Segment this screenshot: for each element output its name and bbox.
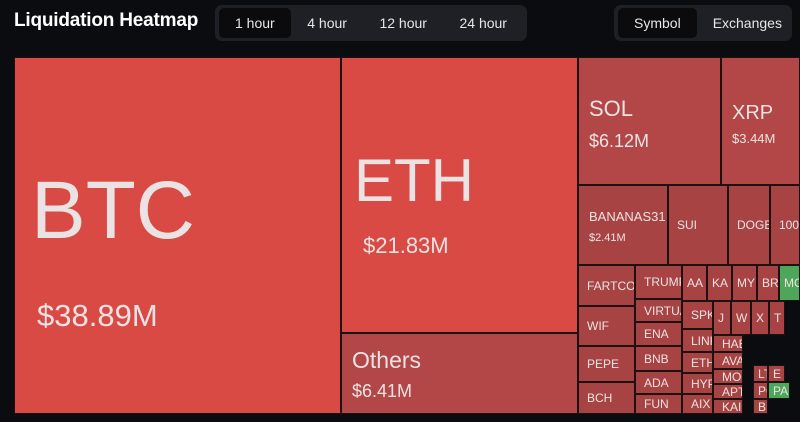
tile-symbol[interactable]: HYPE	[682, 373, 713, 394]
tile-symbol[interactable]: MO	[713, 369, 743, 384]
tile-symbol: Others	[352, 347, 422, 373]
tile-symbol[interactable]: WIF	[578, 306, 635, 346]
tile-symbol[interactable]: SPK	[682, 301, 713, 329]
tile-symbol: BTC	[31, 165, 195, 256]
tab[interactable]: 4 hour	[307, 15, 347, 31]
tile-symbol[interactable]: APT	[713, 384, 743, 399]
tile-symbol[interactable]: MO	[779, 265, 800, 301]
tile-symbol[interactable]: TRUMP	[635, 265, 682, 299]
tile-symbol[interactable]: BCH	[578, 382, 635, 414]
timeframe-tabs: 1 hour 4 hour 12 hour 24 hour	[215, 5, 527, 41]
heatmap: BTC $38.89M ETH $21.83M Others $6.41M SOL $6.12…	[14, 57, 800, 414]
tile[interactable]: ETH $21.83M	[341, 57, 578, 333]
tile-symbol[interactable]: X	[751, 301, 769, 335]
tile[interactable]: SOL $6.12M	[578, 57, 721, 185]
tile-symbol[interactable]: PEPE	[578, 346, 635, 382]
tab[interactable]: Symbol	[618, 8, 697, 38]
tile-symbol[interactable]: BNB	[635, 346, 682, 371]
tile-symbol: XRP	[732, 102, 774, 124]
tab[interactable]: Exchanges	[712, 15, 782, 31]
tile-amount: $2.41M	[589, 232, 626, 244]
tile-symbol[interactable]: ETHFI	[682, 352, 713, 373]
tile-symbol[interactable]: AA	[682, 265, 707, 301]
tile-symbol[interactable]: BR	[757, 265, 779, 301]
tab[interactable]: 1 hour	[219, 8, 291, 38]
tile-symbol[interactable]: AIX	[682, 394, 713, 414]
tile[interactable]: BTC $38.89M	[14, 57, 341, 414]
tile[interactable]: BANANAS31 $2.41M	[578, 185, 668, 265]
tile-symbol[interactable]: ENA	[635, 322, 682, 346]
tile-symbol[interactable]: E	[768, 365, 785, 382]
tab[interactable]: 12 hour	[379, 15, 427, 31]
tile-symbol[interactable]: J	[713, 301, 731, 335]
tile-symbol[interactable]: MY	[732, 265, 757, 301]
tile[interactable]: XRP $3.44M	[721, 57, 800, 185]
tile-symbol[interactable]: KA	[707, 265, 732, 301]
tile-symbol[interactable]: VIRTUAL	[635, 299, 682, 322]
tile-symbol: SOL	[589, 96, 634, 121]
tile-symbol: BANANAS31	[589, 209, 666, 224]
tile-symbol[interactable]: AVA	[713, 352, 743, 369]
tile-symbol[interactable]: HAE	[713, 335, 743, 352]
tile-amount: $21.83M	[363, 233, 449, 258]
tile-symbol[interactable]: LT	[753, 365, 768, 382]
tile-symbol[interactable]: T	[769, 301, 785, 335]
page-title: Liquidation Heatmap	[14, 10, 199, 31]
tile-symbol[interactable]: BI	[753, 399, 768, 414]
tile[interactable]: Others $6.41M	[341, 333, 578, 414]
tile-symbol[interactable]: FUN	[635, 394, 682, 414]
tile-symbol[interactable]: 100	[770, 185, 800, 265]
tile-symbol[interactable]: LINK	[682, 329, 713, 352]
tile-symbol[interactable]: PO	[753, 382, 768, 399]
tile-amount: $38.89M	[37, 298, 158, 333]
tile-symbol: ETH	[354, 147, 474, 214]
view-tabs: Symbol Exchanges	[614, 5, 792, 41]
tile-symbol[interactable]: KAI	[713, 399, 743, 414]
tile-symbol[interactable]: DOGE	[728, 185, 770, 265]
tab[interactable]: 24 hour	[459, 15, 507, 31]
tile-symbol[interactable]: FARTCOIN	[578, 265, 635, 306]
tile-amount: $6.12M	[589, 131, 650, 151]
tile-amount: $3.44M	[732, 131, 776, 146]
tile-amount: $6.41M	[352, 381, 413, 401]
tile-symbol[interactable]: ADA	[635, 371, 682, 394]
tile-symbol[interactable]: PA	[768, 382, 790, 399]
tile-symbol[interactable]: SUI	[668, 185, 728, 265]
tile-symbol[interactable]: W	[731, 301, 751, 335]
